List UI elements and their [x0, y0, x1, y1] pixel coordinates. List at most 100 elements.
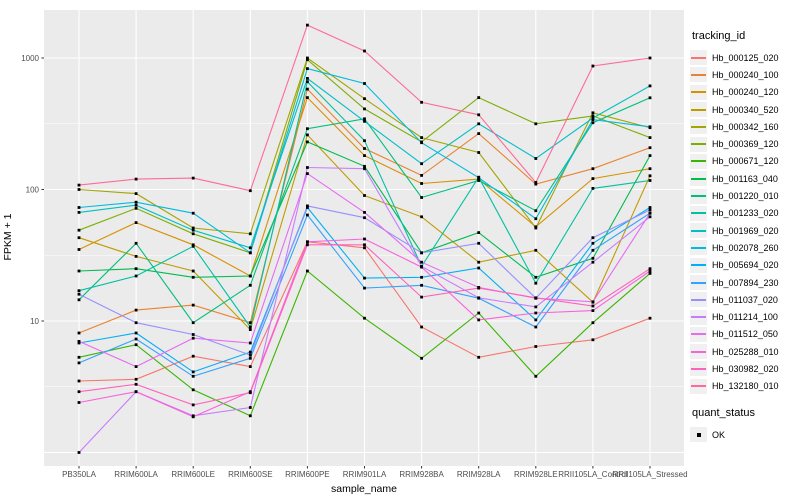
- data-point: [77, 361, 81, 365]
- data-point: [648, 179, 652, 182]
- legend-label: Hb_000671_120: [712, 156, 779, 167]
- data-point: [648, 125, 652, 129]
- data-point: [420, 260, 423, 264]
- data-point: [306, 58, 309, 62]
- legend-key-swatch: [690, 188, 707, 204]
- legend-item-Hb_005694_020: Hb_005694_020: [690, 257, 800, 274]
- legend-key-swatch: [690, 67, 707, 83]
- data-point: [591, 187, 595, 190]
- x-tick-label: RRIM928LA: [457, 470, 501, 479]
- legend-key-swatch: [690, 344, 707, 360]
- legend-key-swatch: [690, 223, 707, 239]
- legend-key-line: [691, 143, 706, 146]
- x-tick-label: RRIM928BA: [399, 470, 444, 479]
- x-tick-label: PB350LA: [62, 470, 96, 479]
- legend-key-swatch: [690, 326, 707, 342]
- legend-label: Hb_011214_100: [712, 312, 778, 323]
- legend-key-line: [691, 281, 706, 284]
- data-point: [648, 84, 652, 88]
- x-tick-label: RRIM600PE: [285, 470, 329, 479]
- legend-label: OK: [712, 429, 726, 440]
- data-point: [648, 211, 652, 215]
- data-point: [648, 267, 652, 271]
- legend-label: Hb_005694_020: [712, 260, 779, 271]
- data-point: [534, 157, 538, 160]
- data-point: [534, 281, 538, 285]
- legend-item-Hb_132180_010: Hb_132180_010: [690, 378, 800, 395]
- data-point: [648, 269, 652, 273]
- data-point: [134, 390, 138, 394]
- legend-items-quant-status: OK: [690, 426, 800, 443]
- data-point: [477, 132, 481, 135]
- y-axis-title: FPKM + 1: [2, 213, 14, 261]
- data-point: [363, 167, 366, 171]
- data-point: [363, 97, 366, 101]
- data-point: [534, 122, 538, 126]
- legend-key-swatch: [690, 102, 707, 118]
- legend-item-Hb_000125_020: Hb_000125_020: [690, 49, 800, 66]
- data-point: [591, 167, 595, 171]
- data-point: [420, 100, 423, 104]
- data-point: [534, 275, 538, 279]
- data-point: [363, 286, 366, 290]
- legend-key-line: [691, 56, 706, 59]
- data-point: [191, 243, 195, 247]
- legend-item-quant-OK: OK: [690, 426, 800, 443]
- legend-key-swatch: [690, 257, 707, 273]
- data-point: [191, 354, 195, 358]
- data-point: [420, 215, 423, 219]
- data-point: [134, 177, 138, 181]
- data-point: [477, 122, 481, 126]
- data-point: [191, 415, 195, 419]
- data-point: [134, 274, 138, 278]
- data-point: [248, 189, 252, 193]
- data-point: [77, 298, 81, 302]
- legend-key-swatch: [690, 427, 707, 443]
- data-point: [591, 260, 595, 264]
- data-point: [134, 192, 138, 195]
- legend-key-line: [691, 195, 706, 198]
- legend-items-tracking-id: Hb_000125_020 Hb_000240_100 Hb_000240_120 H…: [690, 49, 800, 395]
- data-point: [134, 365, 138, 368]
- data-point: [363, 82, 366, 85]
- data-point: [77, 341, 81, 345]
- data-point: [591, 309, 595, 312]
- legend-label: Hb_011037_020: [712, 294, 778, 305]
- legend-key-line: [691, 298, 706, 301]
- data-point: [648, 316, 652, 320]
- data-point: [191, 211, 195, 215]
- legend-label: Hb_000340_520: [712, 104, 779, 115]
- data-point: [306, 80, 309, 84]
- data-point: [77, 289, 81, 293]
- data-point: [363, 237, 366, 241]
- data-point: [363, 117, 366, 121]
- data-point: [591, 121, 595, 125]
- data-point: [77, 292, 81, 296]
- data-point: [591, 236, 595, 240]
- data-point: [534, 345, 538, 348]
- data-point: [534, 325, 538, 329]
- data-point: [134, 321, 138, 325]
- data-point: [591, 64, 595, 68]
- data-point: [420, 356, 423, 360]
- data-point: [306, 77, 309, 80]
- legend-label: Hb_001969_020: [712, 225, 779, 236]
- data-point: [248, 353, 252, 357]
- legend-key-line: [691, 246, 706, 249]
- legend-item-Hb_000342_160: Hb_000342_160: [690, 118, 800, 135]
- data-point: [363, 147, 366, 150]
- legend-key-swatch: [690, 309, 707, 325]
- data-point: [77, 340, 81, 343]
- legend-key-swatch: [690, 205, 707, 221]
- data-point: [420, 174, 423, 177]
- x-tick-label: RRII105LA_Control: [558, 470, 628, 479]
- data-point: [534, 181, 538, 184]
- data-point: [648, 215, 652, 219]
- data-point: [420, 275, 423, 279]
- data-point: [248, 274, 252, 278]
- x-tick-label: RRIM901LA: [343, 470, 387, 479]
- data-point: [363, 194, 366, 197]
- data-point: [477, 176, 481, 180]
